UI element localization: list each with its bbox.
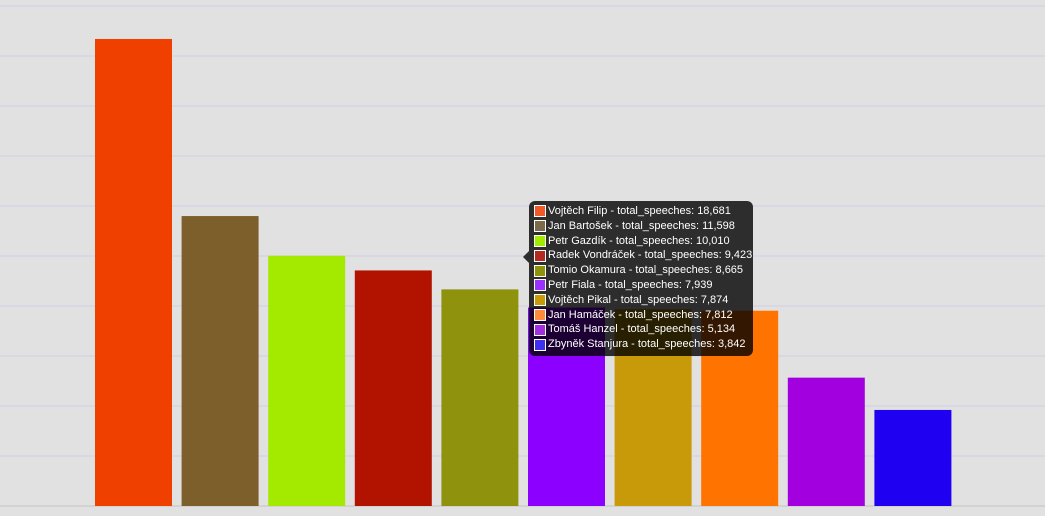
tooltip-row: Vojtěch Filip - total_speeches: 18,681 [534,204,748,219]
tooltip-row: Tomio Okamura - total_speeches: 8,665 [534,263,748,278]
tooltip-row-label: Vojtěch Pikal - total_speeches: 7,874 [548,293,729,306]
bar[interactable] [95,38,172,506]
tooltip-row: Petr Fiala - total_speeches: 7,939 [534,278,748,293]
tooltip-swatch [534,279,546,292]
gridlines [0,5,1045,507]
tooltip-swatch [534,220,546,233]
bars [95,38,952,507]
bar[interactable] [268,255,346,506]
tooltip-swatch [534,249,546,262]
tooltip-row: Jan Hamáček - total_speeches: 7,812 [534,308,748,323]
tooltip-swatch [534,308,546,321]
tooltip-row: Jan Bartošek - total_speeches: 11,598 [534,219,748,234]
tooltip-swatch [534,234,546,247]
chart-tooltip: Vojtěch Filip - total_speeches: 18,681 J… [523,201,753,356]
tooltip-swatch [534,294,546,307]
tooltip-swatch [534,264,546,277]
tooltip-row: Zbyněk Stanjura - total_speeches: 3,842 [534,337,748,352]
bar[interactable] [787,377,865,506]
tooltip-row-label: Jan Hamáček - total_speeches: 7,812 [548,308,733,321]
tooltip-row-label: Jan Bartošek - total_speeches: 11,598 [548,219,735,232]
bar[interactable] [181,216,259,507]
tooltip-swatch [534,338,546,351]
tooltip-row-label: Tomio Okamura - total_speeches: 8,665 [548,264,744,277]
tooltip-row-label: Vojtěch Filip - total_speeches: 18,681 [548,205,731,217]
tooltip-row: Radek Vondráček - total_speeches: 9,423 [534,248,752,263]
tooltip-row-label: Tomáš Hanzel - total_speeches: 5,134 [548,323,736,336]
bar[interactable] [354,270,432,506]
tooltip-row-label: Zbyněk Stanjura - total_speeches: 3,842 [548,338,746,351]
tooltip-swatch [534,205,546,218]
tooltip-caret [523,251,529,263]
tooltip-row: Tomáš Hanzel - total_speeches: 5,134 [534,322,748,337]
tooltip-row: Vojtěch Pikal - total_speeches: 7,874 [534,293,748,308]
bar[interactable] [874,409,952,506]
tooltip-row-label: Petr Fiala - total_speeches: 7,939 [548,278,713,291]
bar[interactable] [441,289,519,506]
tooltip-row: Petr Gazdík - total_speeches: 10,010 [534,234,748,249]
tooltip-row-label: Radek Vondráček - total_speeches: 9,423 [548,249,753,262]
tooltip-swatch [534,323,546,336]
tooltip-row-label: Petr Gazdík - total_speeches: 10,010 [548,234,730,247]
